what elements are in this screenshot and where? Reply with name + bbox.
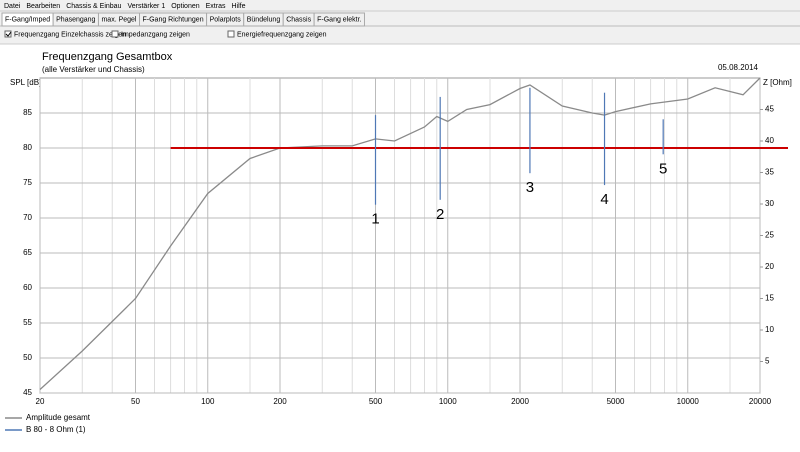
menu-item[interactable]: Datei — [4, 3, 21, 10]
chart-subtitle: (alle Verstärker und Chassis) — [42, 65, 145, 74]
y-tick-label: 75 — [23, 178, 32, 187]
menu-item[interactable]: Extras — [206, 3, 226, 10]
menu-item[interactable]: Bearbeiten — [26, 3, 60, 10]
checkbox[interactable] — [227, 30, 235, 38]
x-tick-label: 10000 — [677, 397, 700, 406]
y2-tick-label: 40 — [765, 136, 774, 145]
y-tick-label: 85 — [23, 108, 32, 117]
y2-tick-label: 10 — [765, 325, 774, 334]
tab-label: F-Gang elektr. — [317, 16, 361, 23]
marker-label: 2 — [436, 206, 444, 223]
y-tick-label: 65 — [23, 248, 32, 257]
x-tick-label: 5000 — [607, 397, 625, 406]
checkbox-check — [5, 31, 12, 37]
checkbox-label: Frequenzgang Einzelchassis zeigen — [14, 31, 126, 38]
checkbox-label: Energiefrequenzgang zeigen — [237, 31, 327, 38]
tab-label: F-Gang/Imped — [5, 16, 50, 23]
chart-title: Frequenzgang Gesamtbox — [42, 51, 173, 63]
menu-item[interactable]: Hilfe — [231, 3, 245, 10]
checkbox-label: Impedanzgang zeigen — [121, 31, 190, 38]
tab-label: Chassis — [286, 16, 311, 23]
tab[interactable] — [313, 12, 365, 27]
chart-date: 05.08.2014 — [718, 63, 759, 72]
y-tick-label: 60 — [23, 283, 32, 292]
marker-label: 1 — [371, 211, 379, 228]
marker-label: 4 — [600, 191, 608, 208]
legend-label: B 80 - 8 Ohm (1) — [26, 425, 86, 434]
y-tick-label: 45 — [23, 388, 32, 397]
x-tick-label: 20000 — [749, 397, 772, 406]
tab-label: Phasengang — [56, 16, 95, 23]
plot-area — [39, 77, 761, 394]
checkbox[interactable] — [4, 30, 12, 38]
tab-label: F-Gang Richtungen — [143, 16, 204, 23]
y2-tick-label: 15 — [765, 294, 774, 303]
menu-item[interactable]: Chassis & Einbau — [66, 3, 121, 10]
x-tick-label: 500 — [369, 397, 383, 406]
amplitude-line — [39, 77, 761, 390]
x-tick-label: 2000 — [511, 397, 529, 406]
y2-tick-label: 45 — [765, 105, 774, 114]
marker-label: 5 — [659, 160, 667, 177]
x-tick-label: 50 — [131, 397, 140, 406]
y-axis-label: SPL [dB] — [10, 78, 41, 87]
y2-tick-label: 30 — [765, 199, 774, 208]
y2-tick-label: 35 — [765, 168, 774, 177]
y-tick-label: 55 — [23, 318, 32, 327]
x-tick-label: 20 — [36, 397, 45, 406]
x-tick-label: 100 — [201, 397, 215, 406]
x-tick-label: 200 — [273, 397, 287, 406]
menu-item[interactable]: Optionen — [171, 3, 200, 10]
tab-label: max. Pegel — [101, 16, 136, 23]
y-tick-label: 70 — [23, 213, 32, 222]
y-tick-label: 50 — [23, 353, 32, 362]
y2-tick-label: 20 — [765, 262, 774, 271]
marker-label: 3 — [526, 179, 534, 196]
y2-tick-label: 5 — [765, 357, 770, 366]
checkbox[interactable] — [111, 30, 119, 38]
x-tick-label: 1000 — [439, 397, 457, 406]
y-tick-label: 80 — [23, 143, 32, 152]
tab-label: Polarplots — [210, 16, 242, 23]
y2-tick-label: 25 — [765, 231, 774, 240]
y2-axis-label: Z [Ohm] — [763, 78, 792, 87]
tab-label: Bündelung — [247, 16, 281, 23]
menu-item[interactable]: Verstärker 1 — [127, 3, 165, 10]
legend-label: Amplitude gesamt — [26, 413, 91, 422]
